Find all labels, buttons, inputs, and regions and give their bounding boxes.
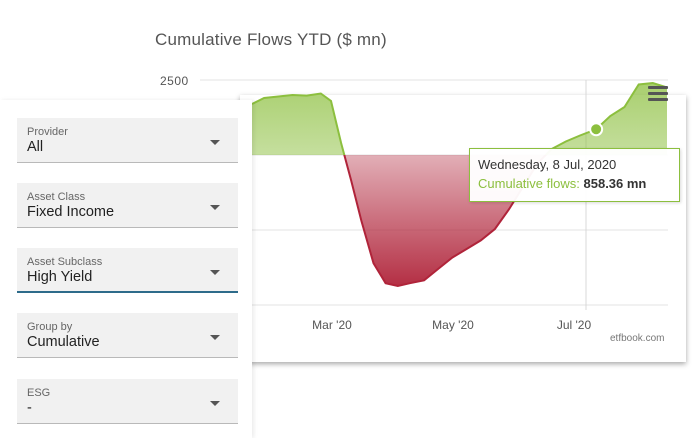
asset-class-value: Fixed Income (27, 204, 115, 220)
x-tick-label: Jul '20 (556, 318, 592, 332)
negative-series-line (343, 155, 548, 288)
tooltip-date: Wednesday, 8 Jul, 2020 (478, 157, 617, 172)
provider-label: Provider (27, 126, 68, 138)
asset-class-select[interactable]: Asset Class Fixed Income (17, 183, 238, 228)
credit-link[interactable]: etfbook.com (610, 333, 665, 344)
tooltip-label: Cumulative flows: 858.36 mn (478, 176, 646, 191)
chart-title: Cumulative Flows YTD ($ mn) (155, 30, 387, 49)
negative-area (252, 155, 667, 286)
filter-sidebar: Provider All Asset Class Fixed Income As… (0, 100, 252, 438)
asset-class-label: Asset Class (27, 191, 86, 203)
chevron-down-icon[interactable] (210, 205, 220, 210)
hover-point-marker (589, 122, 604, 137)
chart-tooltip: Wednesday, 8 Jul, 2020 Cumulative flows:… (469, 148, 680, 202)
esg-value: - (27, 400, 32, 416)
asset-subclass-select[interactable]: Asset Subclass High Yield (17, 248, 238, 293)
chevron-down-icon[interactable] (210, 140, 220, 145)
x-tick-label: Mar '20 (312, 318, 352, 332)
tooltip-value: 858.36 mn (583, 176, 647, 191)
asset-subclass-label: Asset Subclass (27, 256, 103, 268)
chevron-down-icon[interactable] (210, 335, 220, 340)
tooltip-series-label: Cumulative flows: (478, 176, 580, 191)
chevron-down-icon[interactable] (210, 270, 220, 275)
x-tick-label: May '20 (432, 318, 474, 332)
esg-label: ESG (27, 387, 51, 399)
esg-select[interactable]: ESG - (17, 379, 238, 424)
group-by-value: Cumulative (27, 334, 100, 350)
marker-layer (589, 122, 604, 137)
group-by-label: Group by (27, 321, 73, 333)
chevron-down-icon[interactable] (210, 401, 220, 406)
y-tick-label: 2500 (160, 74, 189, 88)
asset-subclass-value: High Yield (27, 269, 93, 285)
provider-value: All (27, 139, 44, 155)
hamburger-menu-icon[interactable] (648, 86, 668, 102)
provider-select[interactable]: Provider All (17, 118, 238, 163)
group-by-select[interactable]: Group by Cumulative (17, 313, 238, 358)
